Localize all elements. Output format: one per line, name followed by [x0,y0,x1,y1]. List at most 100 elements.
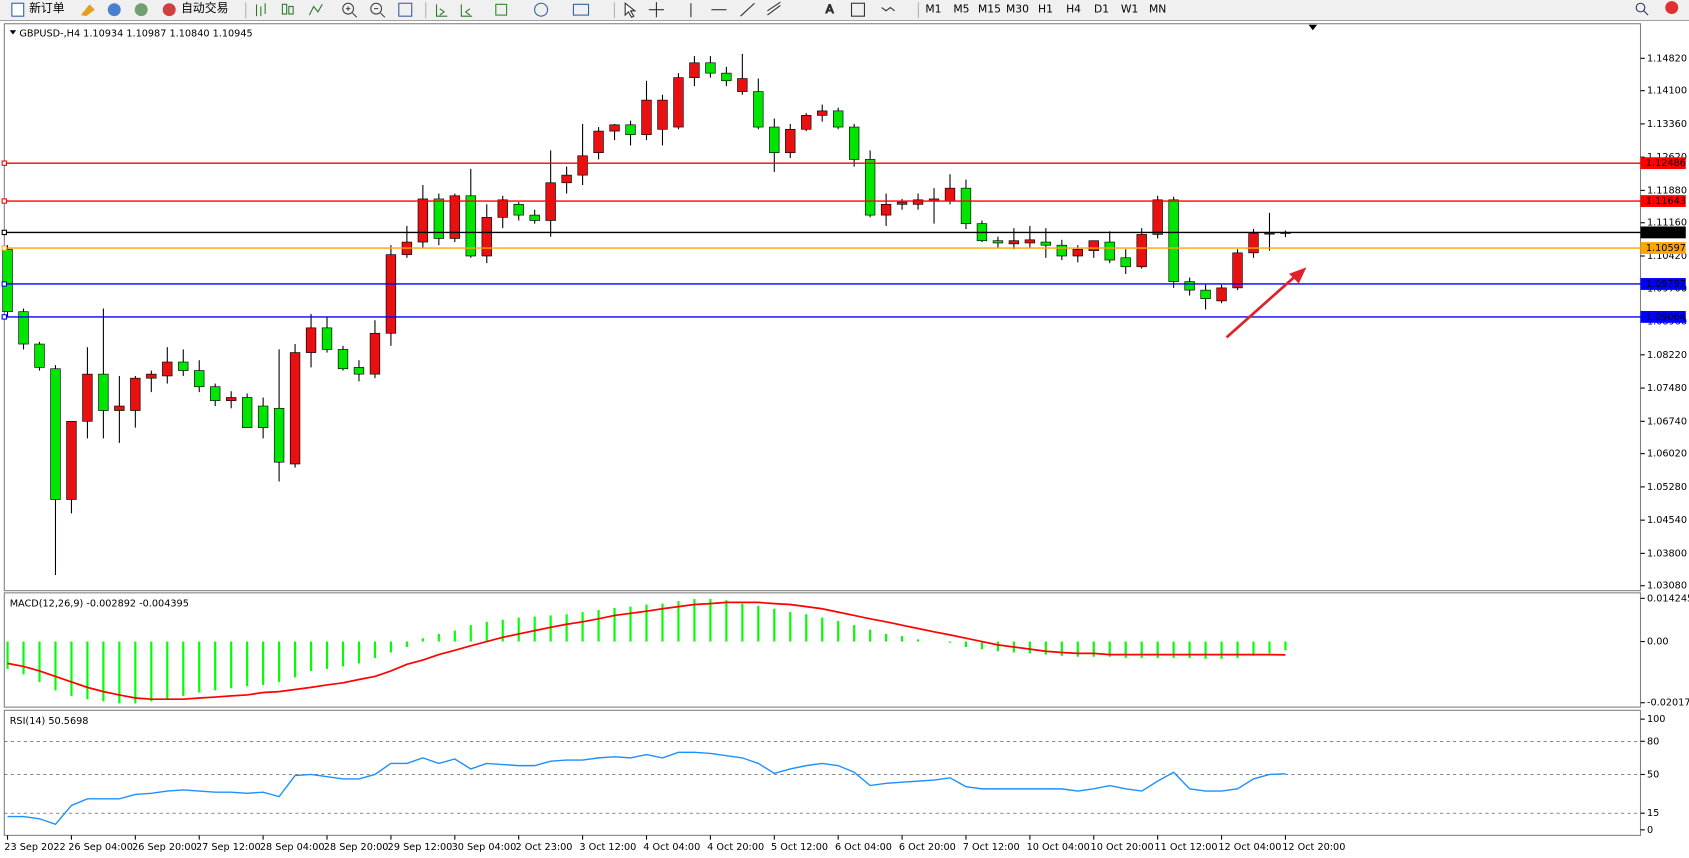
autotrading-button[interactable]: 自动交易 [181,1,228,15]
candle-body [561,174,572,184]
plot: 1.148201.141001.133601.126201.118801.111… [1,28,1689,853]
macd-bar [1284,641,1287,651]
candle-body [1024,239,1036,244]
macd-bar [341,641,345,667]
macd-bar [38,641,41,682]
annotation-arrow [1225,267,1307,339]
rsi-panel [3,709,1642,836]
candle-body [1008,240,1020,245]
timeframe-button[interactable]: M30 [1006,3,1029,16]
signal-line [7,601,1286,701]
price-level-label: 1.11643 [1646,196,1686,207]
candle-body [880,204,892,216]
candle-body [18,311,29,345]
timeframe-button[interactable]: W1 [1121,3,1139,16]
notification-badge[interactable] [1665,1,1679,15]
macd-bar [293,641,297,678]
macd-bar [22,641,25,675]
macd-bar [1108,641,1111,657]
macd-bar [613,607,616,642]
macd-bar [517,617,520,642]
x-tick-label: 5 Oct 12:00 [771,842,828,853]
toolbar-bg [0,0,1689,21]
timeframe-button[interactable]: MN [1149,3,1166,16]
macd-bar [150,641,153,702]
candle-body [2,248,13,313]
y-tick-label: 1.14820 [1647,53,1687,64]
x-tick-label: 2 Oct 23:00 [515,842,572,853]
timeframe-button[interactable]: D1 [1094,3,1109,16]
candle-body [737,78,748,92]
macd-bar [1076,641,1079,657]
icon[interactable] [107,3,121,17]
macd-bar [6,641,9,669]
candle-body [194,370,205,388]
macd-bar [901,636,904,642]
candle-body [433,198,445,239]
macd-bar [1188,641,1191,658]
new-order-icon[interactable] [11,2,25,17]
search-icon[interactable] [1635,2,1646,13]
timeframe-button[interactable]: M1 [925,3,941,16]
candle-body [385,254,397,334]
drawing-tools[interactable]: A [624,2,895,18]
timeframe-button[interactable]: H1 [1038,3,1053,16]
macd-bar [501,619,504,642]
svg-text:A: A [826,2,834,16]
timeframe-button[interactable]: M5 [953,3,969,16]
candle-body [705,62,716,74]
x-tick-label: 28 Sep 20:00 [324,842,389,853]
macd-bar [325,641,329,669]
x-tick-label: 26 Sep 20:00 [132,842,197,853]
candle-body [369,332,381,375]
y-tick-label: 50 [1647,769,1659,780]
y-tick-label: 1.06020 [1647,449,1687,460]
macd-bar [278,641,281,682]
macd-bar [389,641,392,653]
candle-body [1216,287,1227,302]
y-tick-label: 1.14100 [1647,86,1687,97]
macd-bar [246,641,249,687]
autotrading-icon[interactable] [162,3,176,17]
y-tick-label: 0.014245 [1647,593,1689,604]
price-level-handle [1,198,8,204]
candle-body [1088,240,1099,251]
macd-bar [421,638,424,642]
x-tick-label: 10 Oct 04:00 [1027,842,1090,853]
price-level-handle [1,229,8,236]
zoom-icons[interactable] [342,2,413,18]
macd-bar [70,641,73,696]
candle-body [449,195,460,239]
y-tick-label: 1.10420 [1647,251,1687,262]
macd-bar [437,633,440,642]
candle-body [1072,248,1083,257]
candle-body [1200,289,1211,299]
panel-menu-icon[interactable] [9,30,17,35]
macd-bar [230,641,233,689]
timeframe-button[interactable]: M15 [978,3,1001,16]
candle-body [1056,244,1067,257]
chart-type-icons[interactable] [255,3,323,17]
y-tick-label: 1.08220 [1647,350,1687,361]
price-level-label: 1.10597 [1646,243,1686,254]
macd-bar [1028,641,1031,654]
panel-title: MACD(12,26,9) -0.002892 -0.004395 [10,599,189,610]
icon[interactable] [80,4,95,17]
x-tick-label: 6 Oct 20:00 [899,842,956,853]
icon[interactable] [134,3,148,17]
candle-body [657,99,668,130]
scroll-icons[interactable] [435,2,590,17]
macd-bar [1156,641,1159,658]
macd-bar [1172,641,1175,658]
candle-body [98,373,109,411]
candle-body [241,397,253,428]
new-order-button[interactable]: 新订单 [29,1,65,15]
candle-body [178,361,189,371]
macd-bar [661,603,664,642]
timeframe-button[interactable]: H4 [1066,3,1081,16]
candle-body [673,77,684,128]
macd-bar [469,625,472,642]
candle-body [146,373,157,379]
candle-body [1104,241,1115,261]
